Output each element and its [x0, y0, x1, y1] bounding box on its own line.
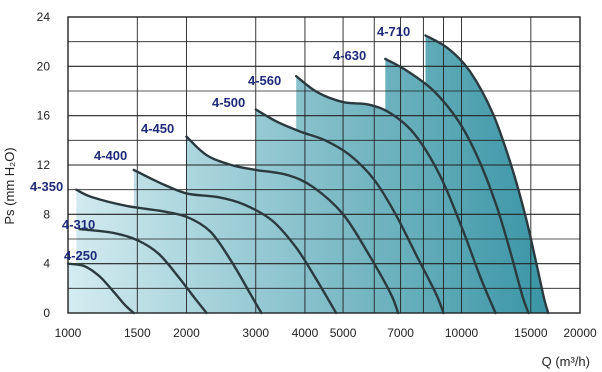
curve-4-710	[424, 34, 550, 315]
curve-4-630	[384, 57, 530, 315]
curve-4-560	[295, 75, 497, 315]
curve-4-450	[185, 135, 400, 315]
x-tick-4000: 4000	[292, 326, 319, 340]
x-tick-3000: 3000	[242, 326, 269, 340]
x-axis-title: Q (m³/h)	[542, 354, 590, 369]
x-tick-10000: 10000	[445, 326, 479, 340]
y-tick-16: 16	[37, 109, 51, 123]
x-tick-labels: 1000 1500 2000 3000 4000 5000 7000 10000 15000 20…	[55, 326, 597, 340]
series-label-4-710: 4-710	[377, 24, 410, 39]
series-label-4-250: 4-250	[64, 248, 97, 263]
y-tick-24: 24	[37, 10, 51, 24]
x-tick-7000: 7000	[387, 326, 414, 340]
y-axis-title: Ps (mm H₂O)	[2, 147, 17, 224]
x-tick-15000: 15000	[514, 326, 548, 340]
y-tick-8: 8	[43, 207, 50, 221]
plot-frame	[67, 16, 581, 314]
y-tick-12: 12	[37, 158, 51, 172]
series-label-4-630: 4-630	[333, 48, 366, 63]
curve-4-500	[254, 108, 445, 315]
series-label-4-400: 4-400	[94, 148, 127, 163]
y-tick-labels: 0 4 8 12 16 20 24	[37, 10, 51, 320]
x-tick-1000: 1000	[55, 326, 82, 340]
y-tick-4: 4	[43, 257, 50, 271]
curve-4-400	[132, 168, 338, 315]
series-label-4-350: 4-350	[30, 179, 63, 194]
series-label-4-450: 4-450	[141, 121, 174, 136]
series-label-4-500: 4-500	[212, 95, 245, 110]
x-tick-2000: 2000	[173, 326, 200, 340]
series-label-4-560: 4-560	[248, 73, 281, 88]
y-tick-0: 0	[43, 306, 50, 320]
curve-4-250	[66, 262, 135, 315]
x-tick-5000: 5000	[330, 326, 357, 340]
y-tick-20: 20	[37, 59, 51, 73]
series-label-4-310: 4-310	[62, 217, 95, 232]
fill-4-710	[425, 35, 549, 313]
series-curves	[66, 34, 550, 315]
x-tick-1500: 1500	[124, 326, 151, 340]
x-tick-20000: 20000	[563, 326, 597, 340]
curve-4-310	[78, 227, 208, 315]
grid-lines	[67, 16, 581, 314]
series-fills	[68, 35, 549, 314]
curve-4-350	[75, 188, 263, 315]
